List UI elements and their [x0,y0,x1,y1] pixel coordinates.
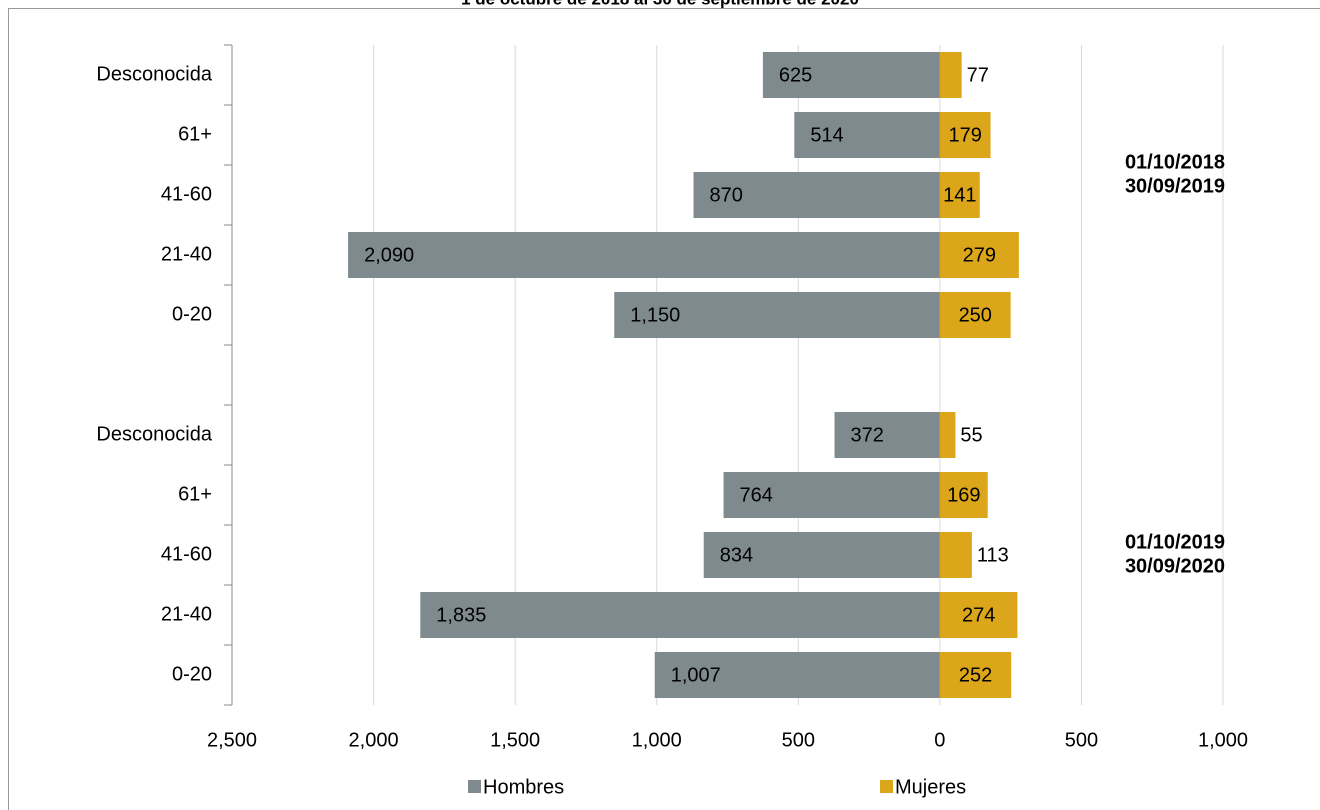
x-tick-label: 500 [782,729,815,751]
data-label: 2,090 [364,244,414,266]
group-label: 30/09/2019 [1125,175,1225,197]
bar [939,592,1018,638]
legend-swatch [880,780,893,793]
chart-title: 1 de octubre de 2018 al 30 de septiembre… [461,0,859,8]
y-tick-label: 41-60 [161,183,212,205]
data-label: 252 [959,664,992,686]
bar [939,52,962,98]
bar [939,232,1019,278]
group-label: 01/10/2019 [1125,531,1225,553]
y-tick-label: 41-60 [161,543,212,565]
bar [939,652,1012,698]
group-label: 01/10/2018 [1125,151,1225,173]
data-label: 514 [810,124,843,146]
data-label: 1,835 [436,604,486,626]
x-tick-label: 1,500 [490,729,540,751]
y-tick-label: 0-20 [172,663,212,685]
y-tick-label: 21-40 [161,243,212,265]
legend-label: Mujeres [895,776,966,798]
bar [939,412,956,458]
data-label: 870 [710,184,743,206]
data-label: 113 [977,544,1009,566]
y-tick-label: Desconocida [96,423,213,445]
bar [939,112,991,158]
data-label: 250 [959,304,992,326]
legend-label: Hombres [483,776,564,798]
x-tick-label: 2,500 [207,729,257,751]
data-label: 179 [949,124,982,146]
data-label: 55 [960,424,982,446]
x-tick-label: 0 [934,729,945,751]
data-label: 141 [943,184,976,206]
x-tick-label: 1,000 [1198,729,1248,751]
data-label: 1,007 [671,664,721,686]
bar [939,292,1011,338]
y-tick-label: 61+ [178,123,212,145]
bar [703,532,940,578]
bar [762,52,940,98]
data-label: 279 [963,244,996,266]
data-label: 1,150 [630,304,680,326]
data-label: 274 [962,604,995,626]
y-tick-label: Desconocida [96,63,213,85]
bar [614,292,940,338]
bar [939,532,972,578]
legend-swatch [468,780,481,793]
title-backdrop [330,0,1000,8]
bar [654,652,940,698]
bar [348,232,940,278]
x-tick-label: 2,000 [349,729,399,751]
y-tick-label: 0-20 [172,303,212,325]
bar [939,472,988,518]
x-tick-label: 1,000 [632,729,682,751]
data-label: 169 [947,484,980,506]
bar [693,172,940,218]
y-tick-label: 21-40 [161,603,212,625]
data-label: 77 [967,64,989,86]
group-label: 30/09/2020 [1125,555,1225,577]
data-label: 764 [740,484,773,506]
bar [420,592,940,638]
y-tick-label: 61+ [178,483,212,505]
bar [834,412,940,458]
bar [939,172,980,218]
data-label: 834 [720,544,753,566]
bar [723,472,940,518]
bar [794,112,940,158]
chart-border [8,8,1320,810]
data-label: 625 [779,64,812,86]
x-tick-label: 500 [1065,729,1098,751]
data-label: 372 [851,424,884,446]
